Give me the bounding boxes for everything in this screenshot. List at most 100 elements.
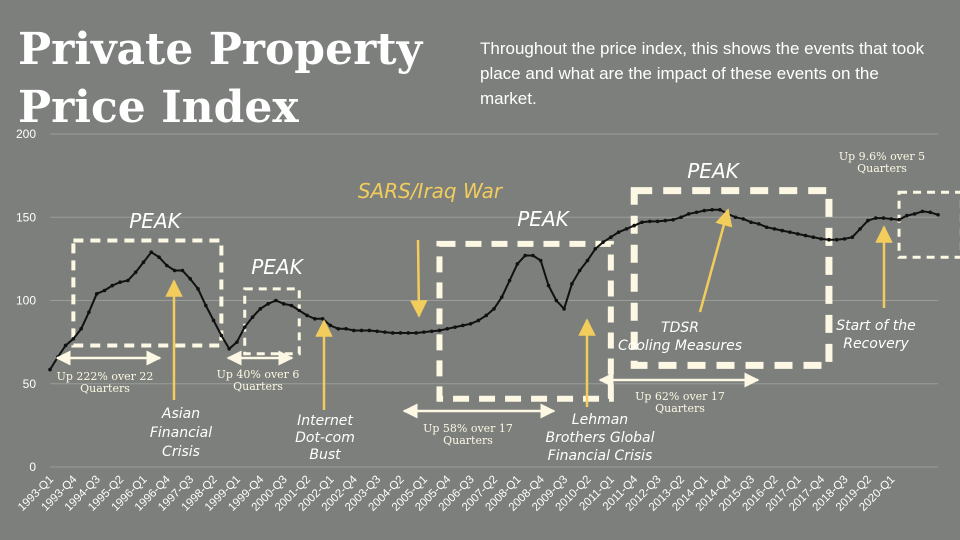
data-point: [718, 207, 722, 212]
data-point: [406, 331, 411, 335]
highlight-box: [71, 238, 224, 348]
data-point: [305, 313, 309, 318]
data-point: [905, 213, 909, 218]
data-point: [110, 283, 115, 288]
data-point: [328, 323, 333, 328]
highlight-box: [436, 240, 614, 402]
data-point: [429, 329, 434, 334]
data-point: [585, 258, 590, 263]
page-title-line-2: Price Index: [18, 82, 299, 133]
data-point: [313, 317, 317, 321]
data-point: [819, 237, 823, 241]
y-tick-label: 200: [16, 127, 36, 141]
event-label: TDSR Cooling Measures: [618, 320, 742, 354]
data-point: [897, 217, 901, 222]
event-label: Asian Financial Crisis: [150, 406, 212, 460]
event-arrow: [410, 239, 428, 318]
data-point: [188, 277, 193, 281]
event-label: Start of the Recovery: [836, 318, 916, 352]
data-point: [344, 327, 348, 331]
data-point: [912, 212, 917, 216]
data-point: [601, 240, 605, 245]
data-point: [126, 278, 130, 283]
data-point: [71, 336, 76, 341]
data-point: [788, 230, 792, 235]
data-point: [102, 288, 107, 293]
data-point: [79, 327, 83, 331]
data-point: [461, 323, 465, 328]
data-point: [94, 292, 99, 296]
data-point: [772, 227, 777, 231]
data-point: [710, 207, 714, 212]
data-point: [570, 282, 574, 286]
data-point: [453, 325, 457, 329]
y-tick-label: 50: [23, 377, 37, 391]
data-point: [390, 331, 395, 335]
data-point: [515, 262, 520, 266]
data-point: [733, 215, 738, 220]
data-point: [242, 325, 247, 329]
data-point: [920, 209, 925, 214]
data-point: [476, 318, 481, 323]
peak-label: PEAK: [129, 209, 182, 233]
data-point: [250, 315, 255, 319]
data-point: [749, 220, 753, 225]
data-point: [398, 331, 403, 335]
data-point: [795, 232, 800, 236]
data-point: [936, 212, 940, 217]
data-point: [141, 260, 146, 265]
data-point: [297, 308, 302, 313]
data-point: [694, 210, 699, 215]
data-point: [624, 227, 629, 231]
data-point: [359, 328, 364, 333]
data-point: [63, 343, 68, 348]
highlight-box: [897, 190, 960, 259]
data-point: [422, 330, 426, 334]
event-label: Lehman Brothers Global Financial Crisis: [545, 412, 654, 464]
data-point: [375, 329, 379, 334]
data-point: [858, 227, 862, 231]
data-point: [702, 208, 707, 213]
data-point: [889, 217, 894, 221]
data-point: [507, 278, 512, 283]
data-point: [538, 258, 543, 263]
data-point: [523, 253, 527, 258]
data-point: [632, 223, 637, 228]
data-point: [663, 218, 668, 223]
data-point: [928, 210, 933, 215]
data-point: [383, 330, 387, 334]
data-point: [531, 253, 535, 258]
data-point: [289, 303, 294, 308]
page-title-line-1: Private Property: [18, 24, 423, 75]
data-point: [803, 233, 808, 238]
growth-annotation: Up 62% over 17 Quarters: [635, 390, 725, 415]
data-point: [336, 327, 341, 331]
peak-label: PEAK: [517, 207, 570, 231]
data-point: [866, 218, 870, 223]
data-point: [827, 237, 831, 242]
data-point: [87, 310, 91, 314]
data-point: [492, 307, 496, 311]
data-point: [157, 255, 161, 260]
data-point: [258, 307, 263, 311]
data-point: [686, 212, 691, 216]
data-point: [655, 219, 660, 224]
y-tick-label: 0: [29, 460, 36, 474]
data-point: [414, 331, 418, 335]
y-tick-label: 100: [16, 294, 36, 308]
data-point: [196, 287, 200, 291]
data-point: [484, 313, 489, 318]
data-point: [219, 333, 224, 338]
data-point: [468, 322, 473, 326]
data-point: [274, 298, 278, 303]
data-point: [235, 340, 239, 344]
data-point: [577, 268, 582, 273]
growth-annotation: Up 222% over 22 Quarters: [57, 370, 154, 395]
data-point: [118, 280, 122, 284]
data-point: [546, 283, 551, 288]
data-point: [562, 307, 566, 311]
highlight-box: [630, 187, 833, 369]
data-point: [165, 263, 169, 268]
event-arrow: [698, 208, 733, 313]
